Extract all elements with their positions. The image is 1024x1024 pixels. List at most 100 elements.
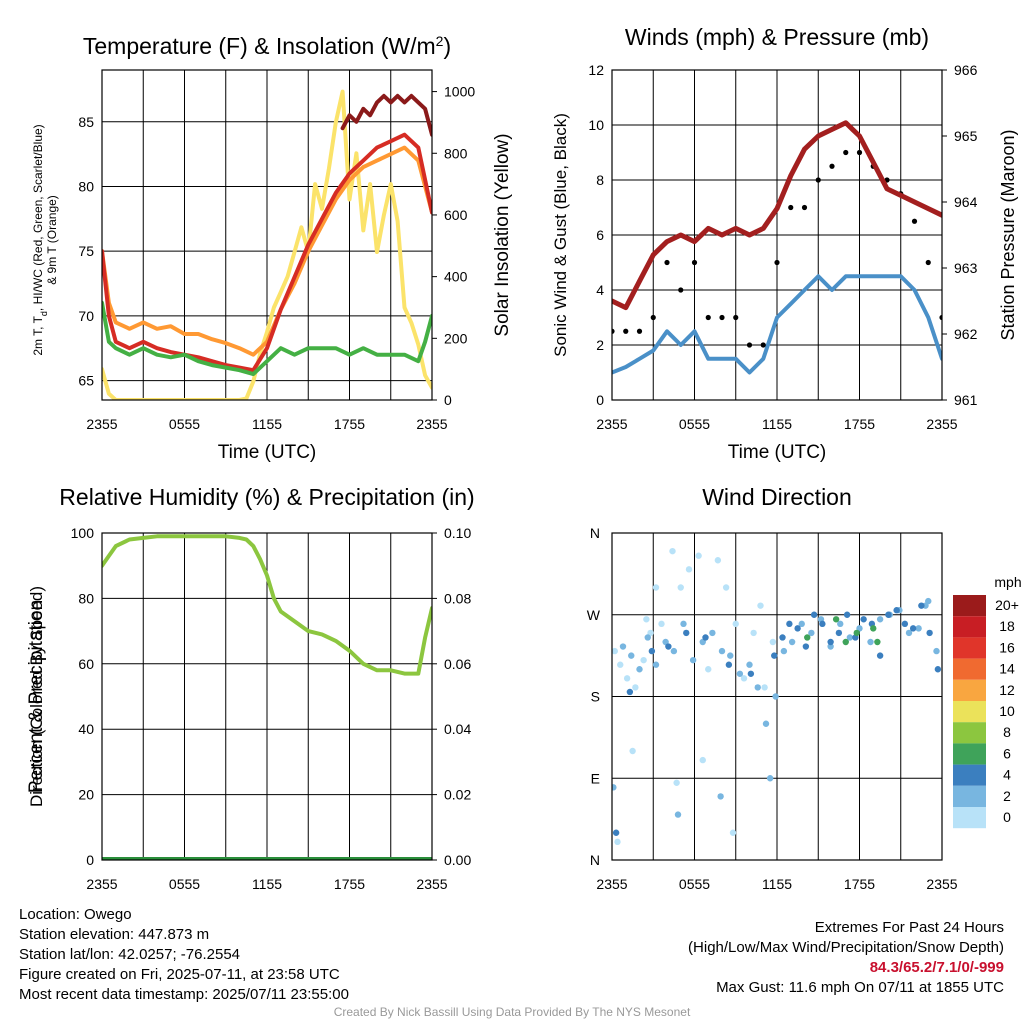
data-point — [810, 611, 818, 618]
data-point — [915, 625, 922, 632]
y-tick-label: 20 — [78, 787, 94, 803]
data-point — [819, 620, 826, 628]
chart-dir: N E S W N 2355 0555 1155 1755 2355 Wind Direction D… — [27, 484, 1022, 892]
data-point — [665, 643, 672, 650]
data-point — [729, 829, 737, 836]
data-point — [644, 634, 651, 641]
gust-point — [774, 259, 780, 266]
colorbar-label: 0 — [1003, 809, 1011, 825]
y2-tick-label: 0.08 — [444, 590, 471, 606]
colorbar-swatch — [953, 637, 986, 659]
y-tick-label: 65 — [78, 373, 94, 389]
y2-tick-label: 966 — [954, 62, 978, 78]
x-axis-label: Time (UTC) — [728, 442, 827, 463]
chart-temp: 65 70 75 80 85 0 200 400 600 800 1000 2355 0555 1155 1… — [31, 33, 513, 463]
max-gust-text: Max Gust: 11.6 mph On 07/11 at 1855 UTC — [716, 979, 1004, 996]
data-point — [740, 675, 748, 682]
data-point — [747, 670, 755, 677]
chart-title: Wind Direction — [702, 484, 852, 510]
extremes-subtitle: (High/Low/Max Wind/Precipitation/Snow De… — [688, 939, 1004, 956]
y-label-line2: & 9m T (Orange) — [45, 195, 59, 285]
x-tick-label: 1155 — [252, 416, 282, 432]
data-point — [926, 629, 933, 637]
y-tick-label: N — [590, 525, 600, 541]
series-group — [612, 120, 942, 375]
data-point — [788, 638, 796, 646]
colorbar-swatch — [953, 764, 986, 786]
data-point — [732, 620, 739, 628]
data-point — [652, 584, 660, 591]
colorbar-swatch — [953, 658, 986, 680]
y-tick-label: 4 — [596, 282, 604, 298]
gust-point — [939, 314, 942, 321]
data-point — [717, 793, 724, 800]
data-point — [669, 547, 676, 555]
data-point — [933, 647, 940, 655]
data-point — [853, 629, 860, 637]
series-line — [340, 93, 432, 137]
latlon-text: Station lat/lon: 42.0257; -76.2554 — [19, 946, 241, 963]
chart-title: Temperature (F) & Insolation (W/m2) — [83, 33, 451, 59]
gust-point — [733, 314, 739, 321]
series-line — [102, 132, 432, 373]
colorbar-swatch — [953, 595, 986, 617]
y-tick-label: 75 — [78, 243, 94, 259]
data-point — [786, 620, 793, 628]
x-axis-label: Time (UTC) — [218, 442, 317, 463]
gust-point — [612, 328, 615, 334]
extremes-values: 84.3/65.2/7.1/0/-999 — [869, 959, 1004, 976]
data-point — [885, 611, 892, 618]
colorbar-label: 2 — [1003, 788, 1011, 804]
y-tick-label: 0 — [596, 392, 604, 408]
y2-tick-label: 0.10 — [444, 525, 471, 541]
data-point — [617, 661, 624, 668]
colorbar-label: 18 — [999, 618, 1015, 634]
data-point — [918, 602, 925, 609]
data-point — [612, 829, 620, 836]
y-axis-label: Percent & Precipitation — [26, 600, 47, 793]
y-axis-label: Sonic Wind & Gust (Blue, Black) — [551, 113, 570, 357]
y-tick-label: 12 — [588, 62, 604, 78]
x-tick-label: 0555 — [169, 416, 200, 432]
credit-text: Created By Nick Bassill Using Data Provi… — [333, 1005, 691, 1019]
gust-point — [760, 342, 766, 348]
series-line — [102, 145, 432, 357]
data-point — [754, 684, 761, 691]
gust-point — [829, 163, 835, 169]
data-point — [718, 647, 726, 655]
extremes-title: Extremes For Past 24 Hours — [814, 919, 1004, 936]
y2-tick-label: 0.00 — [444, 852, 471, 868]
y-tick-label: 85 — [78, 114, 94, 130]
x-tick-label: 1155 — [762, 876, 792, 892]
gust-point — [623, 328, 629, 334]
y2-tick-label: 0.02 — [444, 787, 471, 803]
y2-axis-label-wrap: Solar Insolation (Yellow) — [492, 133, 513, 336]
y-tick-label: 2 — [596, 337, 604, 353]
gust-point — [691, 259, 698, 266]
recent-data-text: Most recent data timestamp: 2025/07/11 2… — [19, 986, 349, 1003]
colorbar-swatch — [953, 722, 986, 744]
y-label-line1: 2m T, Td, HI/WC (Red, Green, Scarlet/Blu… — [31, 124, 49, 355]
gust-point — [650, 314, 656, 321]
y-tick-label: 80 — [78, 178, 94, 194]
data-point — [905, 629, 913, 637]
data-point — [658, 620, 665, 628]
data-point — [736, 670, 744, 677]
data-point — [846, 634, 854, 641]
y2-tick-label: 962 — [954, 326, 978, 342]
data-point — [670, 647, 678, 655]
series-line — [612, 274, 942, 375]
x-tick-label: 1755 — [334, 416, 365, 432]
data-point — [909, 625, 917, 632]
y2-tick-label: 0.04 — [444, 721, 471, 737]
y-tick-label: 60 — [78, 656, 94, 672]
data-point — [837, 620, 844, 628]
x-tick-label: 1755 — [844, 876, 875, 892]
data-point — [780, 647, 788, 655]
data-point — [619, 643, 627, 650]
y-tick-label: S — [591, 689, 600, 705]
x-tick-label: 2355 — [86, 876, 117, 892]
gust-point — [911, 218, 918, 224]
data-point — [779, 634, 786, 641]
data-point — [893, 607, 900, 614]
